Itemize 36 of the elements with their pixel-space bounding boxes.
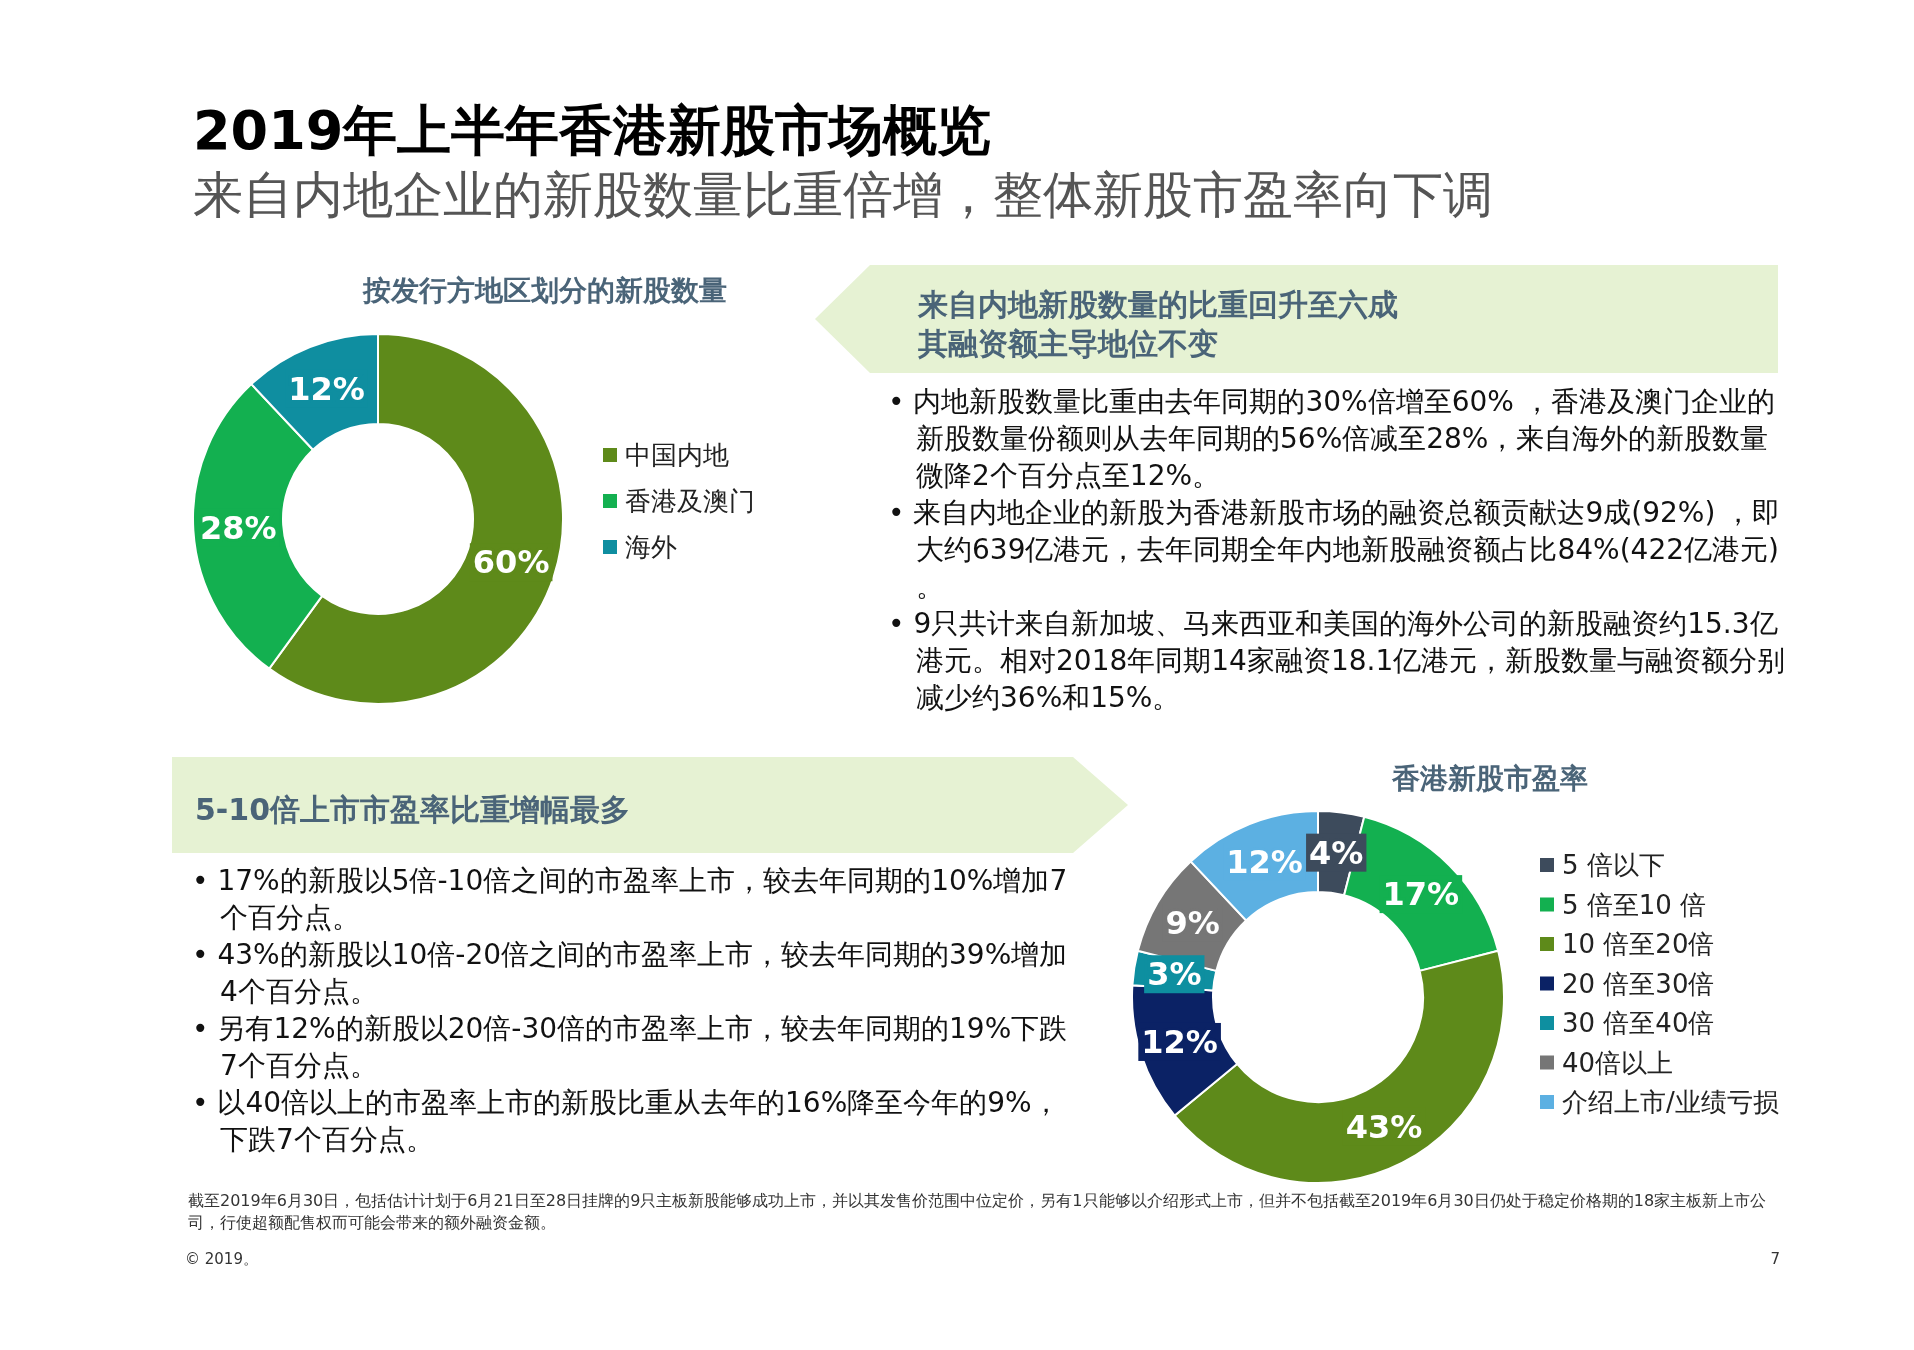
text: 5-10倍上市市盈率比重增幅最多 [195, 791, 632, 829]
data-label: 12% [288, 369, 365, 408]
legend-label: 20 倍至30倍 [1562, 968, 1715, 999]
text: 截至2019年6月30日，包括估计计划于6月21日至28日挂牌的9只主板新股能够成功上市，并以其发售价范围中位定价，另有1只能够以介绍形式上市，但并不包括截至2019年6月30日仍处于稳定价格期的18家主板新上市公司，行使超额配售权而可能会带来的额外融资金额。 [188, 1190, 1768, 1234]
text: 2019年上半年香港新股市场概览 [193, 99, 993, 163]
data-label: 43% [1345, 1107, 1423, 1146]
chart-title: 香港新股市盈率 [1391, 761, 1589, 797]
data-label: 12% [1226, 842, 1303, 881]
legend-label: 30 倍至40倍 [1562, 1008, 1715, 1038]
chart-title: 按发行方地区划分的新股数量 [361, 273, 728, 309]
data-label: 28% [199, 508, 277, 547]
text: • 17%的新股以5倍-10倍之间的市盈率上市，较去年同期的10%增加7个百分点。 [191, 863, 1069, 936]
legend-label: 海外 [625, 532, 677, 562]
legend-label: 中国内地 [625, 440, 729, 470]
text: • 来自内地企业的新股为香港新股市场的融资总额贡献达9成(92%) ，即大约639亿港元，去年同期全年内地新股融资额占比84%(422亿港元) 。 [887, 495, 1782, 605]
text: 来自内地新股数量的比重回升至六成其融资额主导地位不变 [918, 286, 1399, 363]
text: 来自内地企业的新股数量比重倍增，整体新股市盈率向下调 [193, 166, 1494, 225]
data-label: 17% [1382, 875, 1460, 914]
data-label: 9% [1165, 903, 1220, 942]
data-label: 4% [1309, 833, 1364, 872]
text: • 内地新股数量比重由去年同期的30%倍增至60% ，香港及澳门企业的新股数量份额则从去年同期的56%倍减至28%，来自海外的新股数量微降2个百分点至12%。 [887, 384, 1776, 494]
text: • 另有12%的新股以20倍-30倍的市盈率上市，较去年同期的19%下跌7个百分点。 [191, 1011, 1069, 1084]
legend-label: 香港及澳门 [625, 486, 755, 516]
legend-label: 10 倍至20倍 [1562, 929, 1715, 959]
data-label: 12% [1141, 1022, 1218, 1061]
text: 7 [1769, 1250, 1780, 1268]
text: • 9只共计来自新加坡、马来西亚和美国的海外公司的新股融资约15.3亿港元。相对2018年同期14家融资18.1亿港元，新股数量与融资额分别减少约36%和15%。 [887, 606, 1787, 716]
legend-label: 5 倍至10 倍 [1562, 889, 1707, 920]
text: • 以40倍以上的市盈率上市的新股比重从去年的16%降至今年的9%，下跌7个百分点。 [191, 1085, 1061, 1158]
text: • 43%的新股以10倍-20倍之间的市盈率上市，较去年同期的39%增加4个百分点。 [191, 937, 1069, 1010]
legend-label: 40倍以上 [1562, 1047, 1674, 1078]
text: © 2019。 [185, 1250, 259, 1269]
legend-label: 5 倍以下 [1562, 850, 1665, 880]
legend-label: 介绍上市/业绩亏损 [1562, 1087, 1779, 1117]
data-label: 3% [1147, 955, 1202, 994]
data-label: 60% [472, 543, 550, 582]
